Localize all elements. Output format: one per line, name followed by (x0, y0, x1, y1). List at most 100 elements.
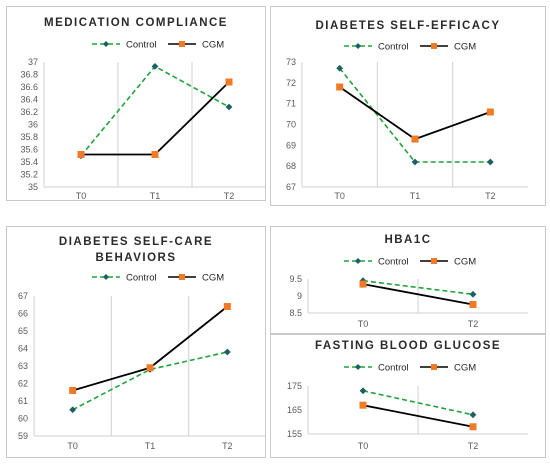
chart0-cgm-point (225, 78, 233, 86)
chart1-legend-cgm-marker (431, 43, 437, 49)
chart2-title: BEHAVIORS (95, 252, 176, 264)
chart0-legend-cgm-marker (179, 41, 185, 47)
chart4-legend-cgm-marker (431, 364, 437, 370)
chart1-y-tick-label: 71 (286, 99, 296, 109)
chart2-y-tick-label: 62 (18, 379, 28, 389)
chart1-y-tick-label: 70 (286, 120, 296, 130)
chart2-y-tick-label: 61 (18, 396, 28, 406)
chart1-x-tick-label: T0 (334, 191, 345, 201)
chart4-legend-control-label: Control (378, 363, 409, 374)
chart0-y-tick-label: 36.4 (20, 95, 38, 105)
chart2-x-tick-label: T0 (67, 441, 78, 451)
chart0-legend-control-marker (103, 41, 109, 47)
chart0-legend-cgm-label: CGM (202, 40, 224, 51)
chart1-y-tick-label: 67 (286, 182, 296, 192)
chart0-y-tick-label: 36.2 (20, 107, 38, 117)
chart0-y-tick-label: 36.8 (20, 70, 38, 80)
chart3-y-tick-label: 9.5 (289, 274, 302, 284)
chart2-legend-control-label: Control (126, 273, 157, 284)
chart2-x-tick-label: T2 (222, 441, 233, 451)
chart2-cgm-series-line (72, 305, 228, 392)
chart1-control-series-line (339, 67, 491, 163)
chart2-title: DIABETES SELF-CARE (59, 236, 213, 248)
chart0-legend-control-label: Control (126, 40, 157, 51)
chart2-y-tick-label: 64 (18, 344, 28, 354)
panel-fasting-glucose (270, 334, 546, 458)
chart4-y-tick-label: 155 (287, 429, 302, 439)
chart1-cgm-point (486, 108, 494, 116)
chart1-y-tick-label: 72 (286, 78, 296, 88)
chart3-x-tick-label: T0 (358, 319, 369, 329)
chart4-x-tick-label: T2 (468, 441, 479, 451)
chart1-title: DIABETES SELF-EFFICACY (315, 20, 500, 32)
chart4-cgm-series-line (362, 404, 474, 428)
chart4-cgm-point (359, 401, 367, 409)
chart4-legend-cgm-label: CGM (454, 363, 476, 374)
chart1-legend-cgm-label: CGM (454, 42, 476, 53)
chart4-control-point (359, 387, 367, 395)
chart0-x-tick-label: T0 (76, 191, 87, 201)
chart3-title: HBA1C (384, 234, 431, 246)
chart2-cgm-point (146, 364, 154, 372)
chart3-x-tick-label: T2 (468, 319, 479, 329)
chart0-cgm-point (77, 151, 85, 158)
chart3-control-point (469, 290, 477, 298)
chart2-y-tick-label: 63 (18, 361, 28, 371)
chart4-control-point (469, 411, 477, 419)
chart3-y-tick-label: 9 (297, 291, 302, 301)
chart0-control-series-line (80, 65, 230, 157)
chart2-x-tick-label: T1 (145, 441, 156, 451)
chart0-y-tick-label: 37 (28, 57, 38, 67)
panel-hba1c (270, 226, 546, 334)
chart2-control-point (223, 348, 231, 356)
chart4-title: FASTING BLOOD GLUCOSE (315, 340, 501, 352)
panel-self-care (6, 226, 266, 458)
chart1-cgm-point (336, 83, 344, 91)
chart0-cgm-point (151, 151, 159, 158)
chart0-control-point (151, 62, 159, 70)
chart0-control-point (225, 103, 233, 111)
chart1-y-tick-label: 73 (286, 57, 296, 67)
chart3-legend-control-label: Control (378, 257, 409, 268)
chart4-control-series-line (362, 390, 474, 416)
chart2-legend-cgm-marker (179, 274, 185, 280)
chart0-y-tick-label: 35 (28, 182, 38, 192)
chart0-y-tick-label: 36 (28, 120, 38, 130)
chart3-legend-control-marker (355, 258, 361, 264)
chart2-cgm-point (223, 303, 231, 310)
chart4-legend-control-marker (355, 364, 361, 370)
chart0-cgm-series-line (81, 81, 230, 156)
chart1-x-tick-label: T1 (410, 191, 421, 201)
chart4-y-tick-label: 175 (287, 381, 302, 391)
chart0-y-tick-label: 35.4 (20, 157, 38, 167)
chart1-control-point (336, 64, 344, 72)
chart0-title: MEDICATION COMPLIANCE (44, 17, 228, 29)
chart1-control-point (486, 158, 494, 166)
chart2-cgm-point (69, 387, 77, 394)
chart2-y-tick-label: 59 (18, 431, 28, 441)
chart0-y-tick-label: 35.2 (20, 170, 38, 180)
chart3-cgm-point (359, 280, 367, 288)
chart1-x-tick-label: T2 (485, 191, 496, 201)
chart2-legend-cgm-label: CGM (202, 273, 224, 284)
chart0-y-tick-label: 35.6 (20, 145, 38, 155)
chart1-legend-control-marker (355, 43, 361, 49)
chart1-y-tick-label: 68 (286, 161, 296, 171)
chart0-y-tick-label: 36.6 (20, 82, 38, 92)
chart1-control-point (411, 158, 419, 166)
chart2-control-series-line (72, 351, 228, 411)
chart3-cgm-point (469, 301, 477, 308)
chart2-y-tick-label: 65 (18, 326, 28, 336)
chart3-y-tick-label: 8.5 (289, 308, 302, 318)
chart1-cgm-point (411, 135, 419, 143)
chart0-y-tick-label: 35.8 (20, 132, 38, 142)
chart1-y-tick-label: 69 (286, 140, 296, 150)
chart1-cgm-series-line (339, 86, 491, 141)
chart3-legend-cgm-marker (431, 258, 437, 264)
chart4-y-tick-label: 165 (287, 405, 302, 415)
chart2-control-point (69, 406, 77, 414)
chart2-legend-control-marker (103, 274, 109, 280)
chart4-x-tick-label: T0 (358, 441, 369, 451)
chart2-y-tick-label: 66 (18, 309, 28, 319)
